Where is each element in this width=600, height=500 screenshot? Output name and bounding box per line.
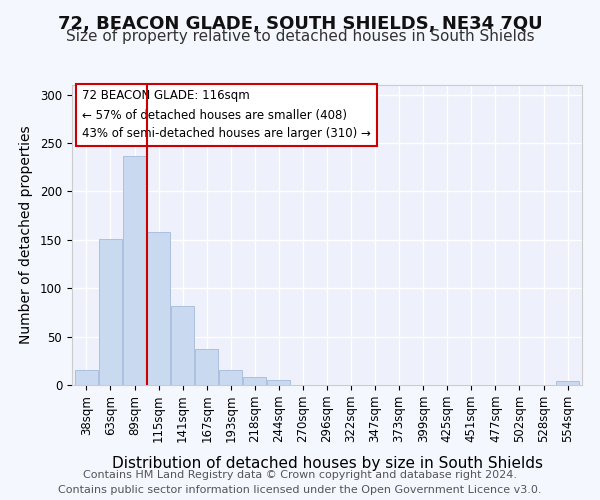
Text: Contains HM Land Registry data © Crown copyright and database right 2024.
Contai: Contains HM Land Registry data © Crown c… — [58, 470, 542, 495]
Bar — [99, 239, 122, 385]
Bar — [75, 370, 98, 385]
Bar — [147, 232, 170, 385]
Bar — [244, 378, 266, 385]
Bar — [195, 349, 218, 385]
Y-axis label: Number of detached properties: Number of detached properties — [19, 126, 33, 344]
Bar — [220, 370, 242, 385]
Bar — [268, 380, 290, 385]
Bar — [556, 381, 579, 385]
X-axis label: Distribution of detached houses by size in South Shields: Distribution of detached houses by size … — [112, 456, 542, 471]
Text: 72, BEACON GLADE, SOUTH SHIELDS, NE34 7QU: 72, BEACON GLADE, SOUTH SHIELDS, NE34 7Q… — [58, 15, 542, 33]
Text: 72 BEACON GLADE: 116sqm
← 57% of detached houses are smaller (408)
43% of semi-d: 72 BEACON GLADE: 116sqm ← 57% of detache… — [82, 90, 371, 140]
Bar — [123, 156, 146, 385]
Text: Size of property relative to detached houses in South Shields: Size of property relative to detached ho… — [65, 29, 535, 44]
Bar — [171, 306, 194, 385]
